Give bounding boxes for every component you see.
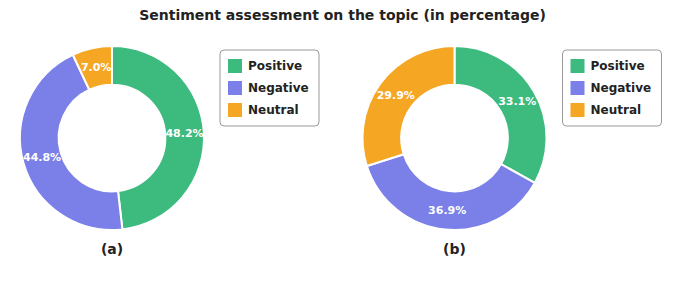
donut-slice bbox=[367, 154, 535, 230]
sub-label: (a) bbox=[101, 241, 123, 257]
legend: Positive Negative Neutral bbox=[220, 50, 319, 126]
legend-label: Negative bbox=[591, 81, 652, 95]
data-label: 7.0% bbox=[81, 61, 112, 74]
legend: Positive Negative Neutral bbox=[563, 50, 662, 126]
donut-slice bbox=[73, 46, 112, 90]
legend-swatch bbox=[228, 59, 242, 73]
legend-box bbox=[563, 50, 662, 126]
legend-swatch bbox=[228, 103, 242, 117]
chart: Sentiment assessment on the topic (in pe… bbox=[0, 0, 685, 285]
legend-label: Neutral bbox=[248, 103, 299, 117]
legend-box bbox=[220, 50, 319, 126]
data-label: 33.1% bbox=[498, 95, 536, 108]
legend-label: Positive bbox=[591, 59, 645, 73]
title: Sentiment assessment on the topic (in pe… bbox=[139, 7, 546, 23]
data-label: 48.2% bbox=[165, 127, 203, 140]
legend-label: Neutral bbox=[591, 103, 642, 117]
donut-slice bbox=[112, 46, 204, 229]
legend-swatch bbox=[571, 103, 585, 117]
legend-swatch bbox=[571, 59, 585, 73]
donut-slice bbox=[455, 46, 547, 183]
donut-slice bbox=[363, 46, 455, 166]
data-label: 29.9% bbox=[377, 89, 415, 102]
pie-chart: 33.1% 36.9% 29.9% (b) Positive Negative Neutra… bbox=[363, 46, 662, 257]
legend-label: Negative bbox=[248, 81, 309, 95]
data-label: 36.9% bbox=[428, 204, 466, 217]
legend-swatch bbox=[228, 81, 242, 95]
pie-chart: 48.2% 44.8% 7.0% (a) Positive Negative Neutral bbox=[20, 46, 319, 257]
legend-swatch bbox=[571, 81, 585, 95]
data-label: 44.8% bbox=[23, 151, 61, 164]
legend-label: Positive bbox=[248, 59, 302, 73]
sub-label: (b) bbox=[443, 241, 466, 257]
